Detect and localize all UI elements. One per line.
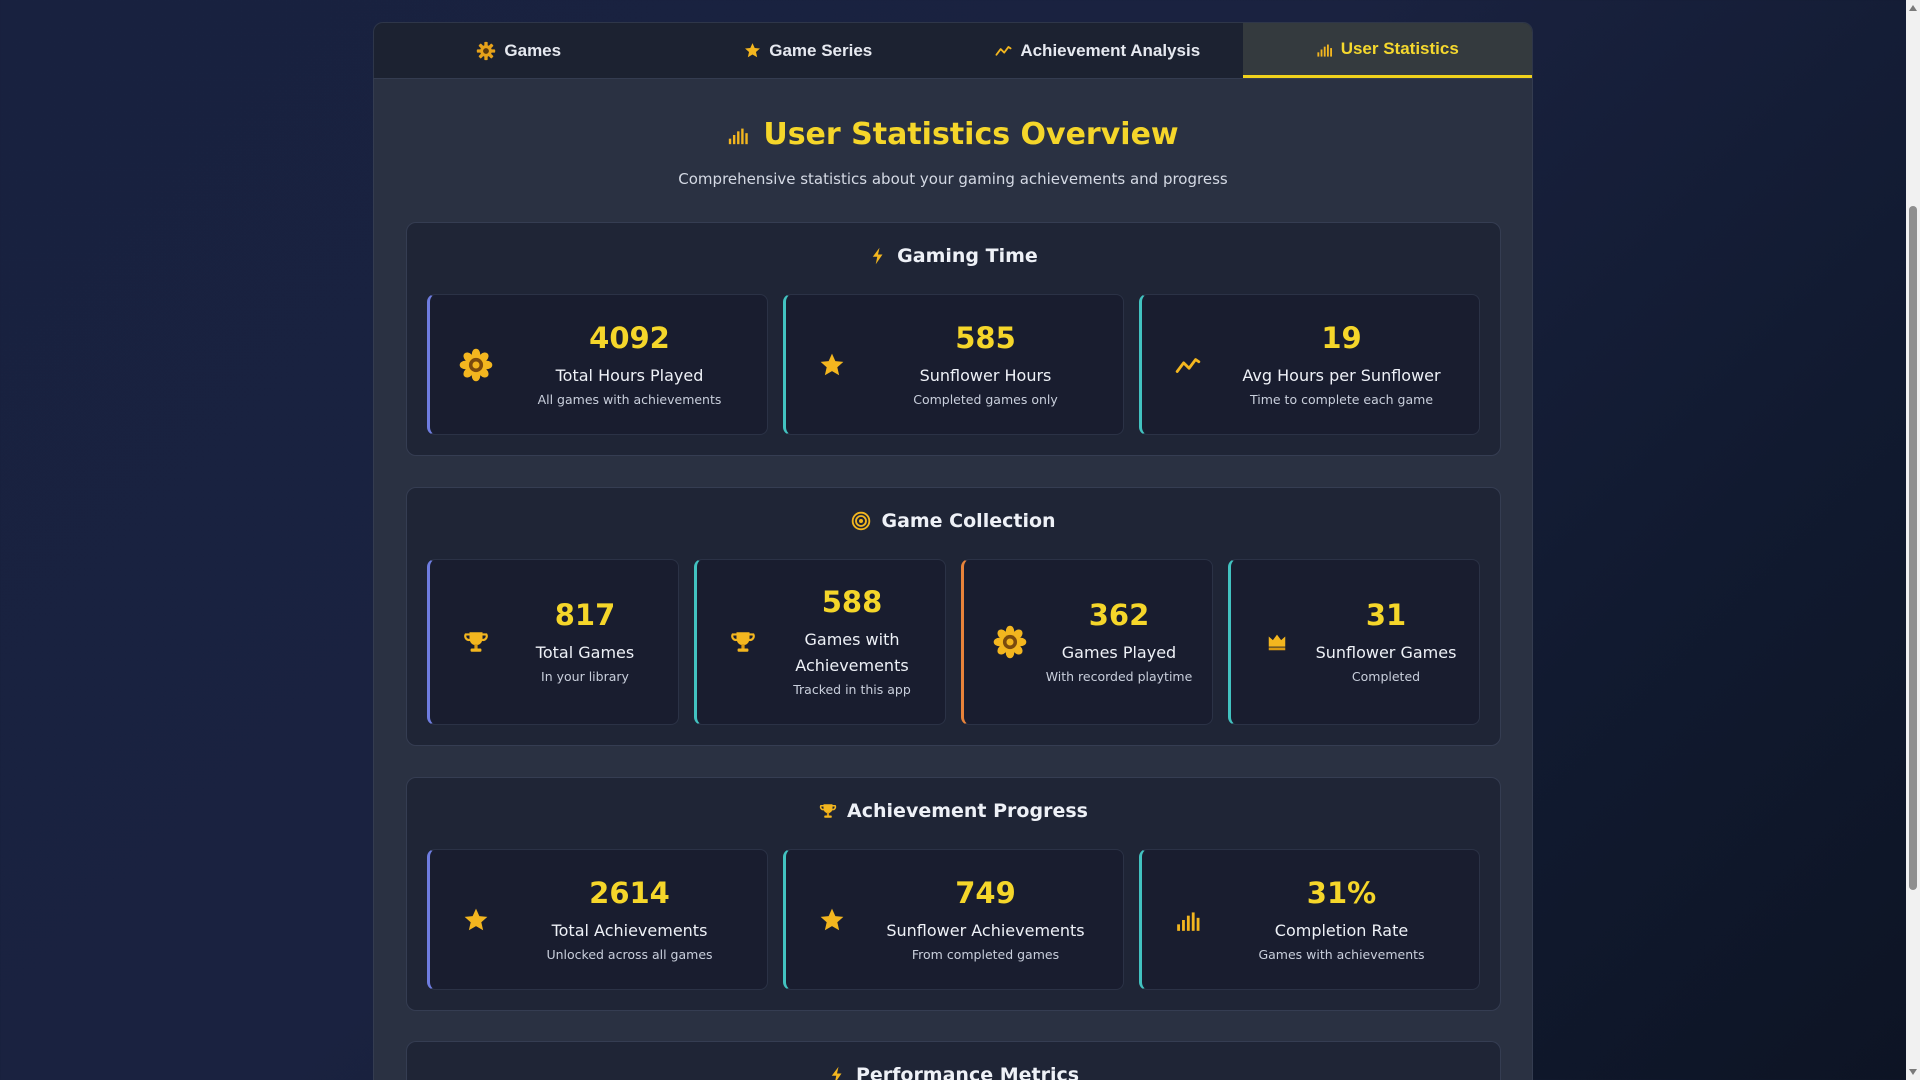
section-title: Performance Metrics [407,1064,1500,1080]
stat-card-completion-rate: 31% Completion Rate Games with achieveme… [1139,849,1480,990]
sunflower-icon [992,624,1028,660]
star-icon [458,902,494,938]
section-title: Achievement Progress [407,800,1500,822]
scroll-down-arrow-icon[interactable] [1909,1069,1917,1075]
stat-value: 749 [955,875,1016,910]
user-statistics-panel: User Statistics Overview Comprehensive s… [373,78,1533,1080]
tab-user-statistics[interactable]: User Statistics [1242,23,1532,78]
stat-value: 2614 [589,875,670,910]
trend-icon [1170,347,1206,383]
trophy-icon [819,802,837,820]
stat-card-total-games: 817 Total Games In your library [427,559,679,725]
stat-label: Sunflower Games [1315,643,1457,662]
stat-sublabel: From completed games [911,946,1060,962]
tab-games-label: Games [504,40,562,60]
tab-achievement-analysis[interactable]: Achievement Analysis [953,23,1243,78]
page-scrollbar[interactable] [1906,0,1920,1080]
lightning-icon [869,247,887,265]
section-title-text: Gaming Time [897,245,1038,267]
stat-value: 4092 [589,320,670,355]
gear-icon [476,41,496,61]
star-icon [814,902,850,938]
stat-value: 31 [1365,598,1407,632]
bar-chart-icon [1316,41,1333,58]
tab-user-statistics-label: User Statistics [1340,39,1459,58]
section-title-text: Performance Metrics [855,1064,1080,1080]
tab-games[interactable]: Games [374,23,664,78]
stat-label: Total Achievements [551,920,708,940]
section-title-text: Game Collection [881,510,1056,532]
page-title-text: User Statistics Overview [763,117,1179,152]
stat-sublabel: Tracked in this app [793,682,911,697]
section-game-collection: Game Collection 817 Total Games In your … [406,487,1501,746]
scrollbar-thumb[interactable] [1909,206,1917,890]
page-subtitle: Comprehensive statistics about your gami… [678,170,1228,188]
stat-label: Sunflower Achievements [886,920,1085,940]
stat-value: 817 [554,598,616,632]
stat-sublabel: In your library [541,669,629,684]
stat-label: Completion Rate [1274,920,1409,940]
crown-icon [1259,624,1295,660]
stat-sublabel: Completed [1351,669,1421,684]
stat-card-games-with-achievements: 588 Games with Achievements Tracked in t… [694,559,946,725]
stat-card-total-achievements: 2614 Total Achievements Unlocked across … [427,849,768,990]
stat-card-games-played: 362 Games Played With recorded playtime [961,559,1213,725]
section-achievement-progress: Achievement Progress 2614 Total Achievem… [406,777,1501,1011]
stat-value: 19 [1321,320,1362,355]
tab-game-series-label: Game Series [769,40,873,60]
trend-icon [995,42,1012,59]
bar-chart-icon [1170,902,1206,938]
stat-label: Total Hours Played [555,365,704,385]
section-gaming-time: Gaming Time 4092 Total Hours Played All … [406,222,1501,456]
trophy-icon [725,624,761,660]
stat-value: 588 [821,585,883,619]
stat-card-sunflower-games: 31 Sunflower Games Completed [1228,559,1480,725]
scroll-up-arrow-icon[interactable] [1909,5,1917,11]
stat-sublabel: All games with achievements [537,391,722,407]
stat-label: Total Games [535,643,635,662]
section-title-text: Achievement Progress [847,800,1088,822]
stat-label: Avg Hours per Sunflower [1242,365,1441,385]
star-icon [744,42,761,59]
section-title: Game Collection [407,510,1500,532]
star-icon [814,347,850,383]
stat-value: 585 [955,320,1016,355]
stat-card-sunflower-achievements: 749 Sunflower Achievements From complete… [783,849,1124,990]
tab-achievement-analysis-label: Achievement Analysis [1020,40,1201,60]
tab-bar: Games Game Series Achievement Analysis U… [373,22,1533,78]
stat-sublabel: Unlocked across all games [546,946,713,962]
page-title: User Statistics Overview [374,117,1532,152]
stat-sublabel: Games with achievements [1258,946,1425,962]
stat-card-avg-hours: 19 Avg Hours per Sunflower Time to compl… [1139,294,1480,435]
section-performance-metrics: Performance Metrics [406,1041,1501,1080]
stat-value: 362 [1088,598,1150,632]
stat-label: Sunflower Hours [919,365,1052,385]
tab-game-series[interactable]: Game Series [664,23,954,78]
stat-sublabel: With recorded playtime [1045,669,1193,684]
section-title: Gaming Time [407,245,1500,267]
stat-sublabel: Completed games only [913,391,1058,407]
stat-card-sunflower-hours: 585 Sunflower Hours Completed games only [783,294,1124,435]
lightning-icon [828,1066,846,1080]
stat-label: Games Played [1061,643,1177,662]
stat-value: 31% [1306,875,1377,910]
stat-card-total-hours: 4092 Total Hours Played All games with a… [427,294,768,435]
trophy-icon [458,624,494,660]
stat-sublabel: Time to complete each game [1249,391,1434,407]
target-icon [851,511,871,531]
bar-chart-icon [727,124,749,146]
sunflower-icon [458,347,494,383]
stat-label: Games with Achievements [795,630,909,675]
